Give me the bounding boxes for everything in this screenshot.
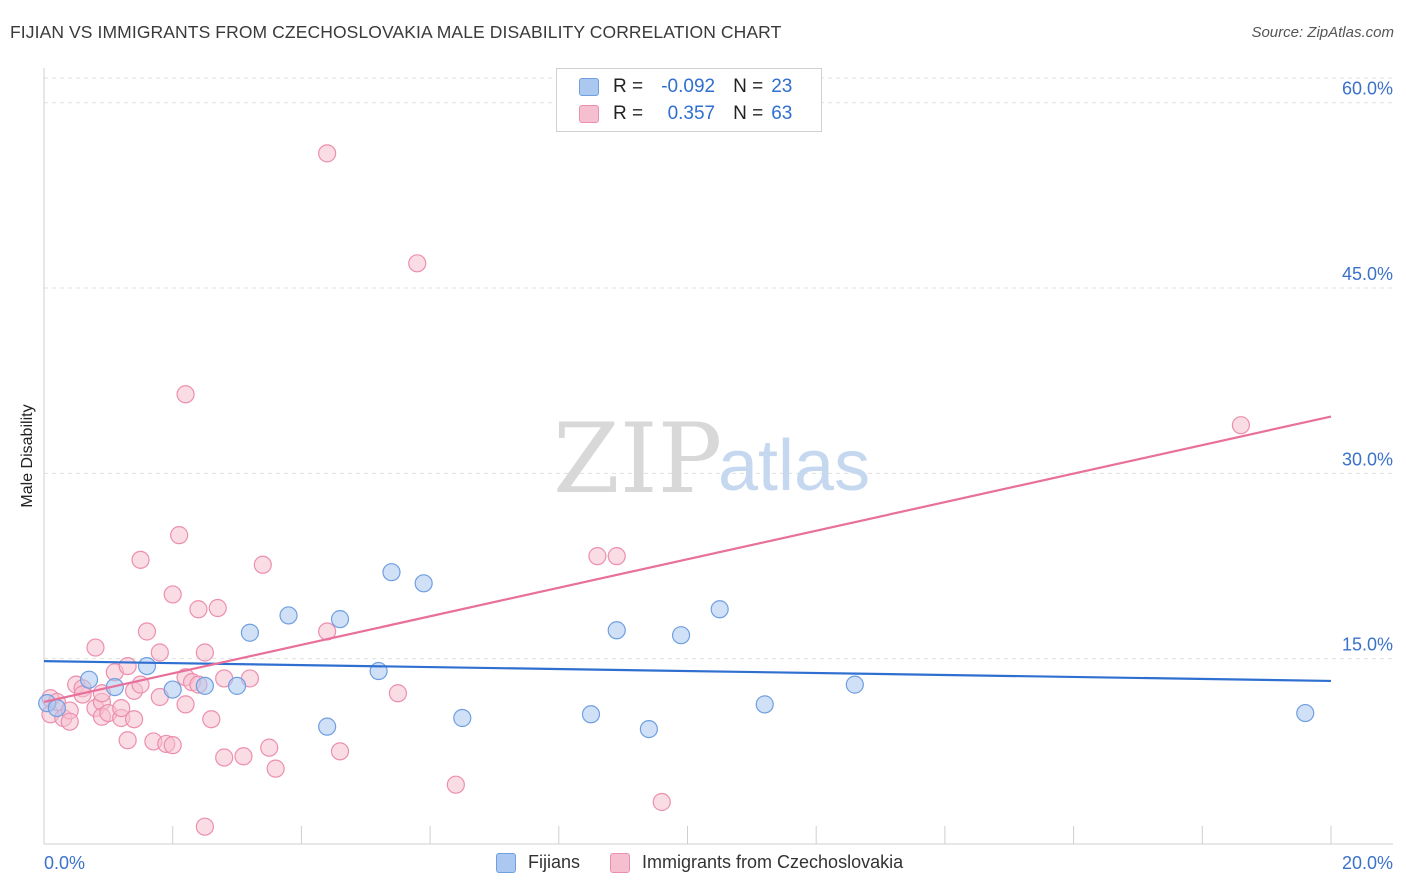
czech-point	[253, 555, 272, 574]
czech-point	[266, 759, 285, 778]
fijian-point	[330, 610, 350, 629]
legend-item-czech[interactable]: Immigrants from Czechoslovakia	[610, 852, 903, 873]
watermark-atlas: atlas	[718, 426, 870, 506]
czech-points	[41, 144, 1251, 836]
legend-r-value: -0.092	[661, 76, 716, 97]
czech-point	[118, 731, 137, 750]
fijian-point	[671, 626, 691, 645]
x-tick-label-max: 20.0%	[1342, 853, 1393, 873]
czech-point	[446, 775, 465, 794]
fijian-point	[382, 563, 401, 582]
fijian-point	[607, 621, 626, 640]
legend-r-label: R =	[613, 103, 644, 124]
fijian-point	[79, 670, 99, 689]
watermark-zip: ZIP	[553, 403, 722, 515]
czech-point	[607, 547, 626, 566]
fijian-point	[581, 705, 601, 724]
fijian-point	[414, 574, 433, 593]
fijians-swatch	[496, 852, 516, 873]
gridlines	[44, 77, 1393, 660]
fijian-point	[639, 719, 658, 739]
czech-point	[588, 547, 607, 566]
fijian-point	[453, 708, 472, 728]
series-legend: Fijians Immigrants from Czechoslovakia	[496, 852, 933, 873]
czech-point	[176, 385, 195, 404]
fijian-point	[240, 623, 260, 642]
fijians-swatch	[579, 78, 599, 96]
czech-point	[208, 598, 227, 618]
czech-point	[234, 747, 253, 766]
source-label: Source: ZipAtlas.com	[1251, 24, 1394, 41]
fijian-point	[710, 600, 729, 619]
czech-point	[150, 643, 169, 662]
x-tick-labels: 0.0% 20.0%	[44, 853, 1393, 873]
x-tick-label-min: 0.0%	[44, 853, 85, 873]
czech-point	[1231, 416, 1251, 435]
legend-item-fijians[interactable]: Fijians	[496, 852, 580, 873]
legend-n-value: 23	[771, 76, 793, 97]
czech-point	[137, 622, 157, 641]
fijian-point	[137, 656, 157, 676]
fijian-point	[227, 676, 247, 695]
legend-n-label: N =	[733, 76, 764, 97]
legend-n-value: 63	[771, 103, 793, 124]
y-tick-label: 30.0%	[1342, 449, 1393, 469]
y-tick-label: 45.0%	[1342, 264, 1393, 284]
fijian-points	[38, 563, 1315, 739]
legend-row-fijians: R = -0.092 N = 23	[579, 75, 792, 99]
czech-point	[318, 144, 337, 163]
czech-point	[163, 585, 182, 604]
fijian-point	[195, 676, 214, 695]
y-tick-label: 60.0%	[1342, 79, 1393, 99]
czech-point	[118, 656, 137, 676]
legend-n-label: N =	[733, 103, 764, 124]
axes	[43, 68, 1393, 845]
fijian-point	[47, 698, 66, 718]
fijian-point	[845, 675, 864, 694]
legend-label-czech: Immigrants from Czechoslovakia	[642, 852, 904, 872]
watermark: ZIP atlas	[553, 403, 870, 515]
czech-point	[86, 638, 105, 657]
czech-point	[195, 643, 214, 662]
czech-trend-line	[43, 415, 1332, 703]
legend-r-label: R =	[613, 76, 644, 97]
fijian-point	[318, 717, 337, 736]
trend-lines	[43, 415, 1332, 703]
czech-swatch	[610, 852, 631, 873]
fijian-point	[163, 680, 182, 699]
fijian-point	[369, 661, 388, 681]
czech-point	[195, 817, 214, 836]
czech-point	[60, 712, 79, 731]
czech-point	[124, 710, 144, 729]
legend-row-czech: R = 0.357 N = 63	[579, 102, 792, 126]
czech-point	[330, 742, 350, 761]
fijian-point	[279, 606, 298, 625]
czech-point	[189, 600, 208, 619]
fijian-point	[1296, 703, 1315, 723]
czech-point	[202, 710, 221, 729]
czech-swatch	[579, 105, 599, 123]
czech-point	[112, 698, 131, 718]
legend-r-value: 0.357	[667, 103, 716, 124]
fijian-point	[755, 695, 774, 714]
czech-point	[176, 695, 195, 714]
y-tick-labels: 15.0% 30.0% 45.0% 60.0%	[1342, 79, 1393, 655]
czech-point	[260, 738, 279, 757]
fijians-trend-line	[43, 660, 1332, 683]
czech-point	[170, 526, 189, 545]
legend-label-fijians: Fijians	[528, 852, 581, 872]
czech-point	[408, 254, 427, 273]
czech-point	[652, 792, 671, 812]
czech-point	[131, 550, 150, 569]
czech-point	[163, 736, 182, 755]
correlation-legend: R = -0.092 N = 23 R = 0.357 N = 63	[556, 68, 822, 132]
czech-point	[215, 748, 234, 767]
czech-point	[388, 684, 408, 703]
chart-title: FIJIAN VS IMMIGRANTS FROM CZECHOSLOVAKIA…	[10, 22, 782, 42]
y-tick-label: 15.0%	[1342, 635, 1393, 655]
